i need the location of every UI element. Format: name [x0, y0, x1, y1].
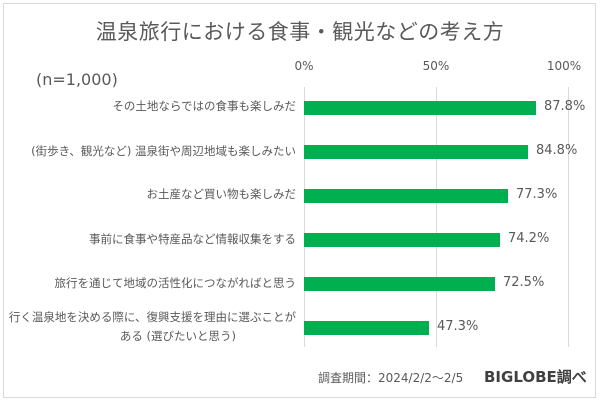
brand-credit: BIGLOBE調べ [484, 368, 587, 386]
value-label: 72.5% [503, 275, 545, 290]
row-label: お土産など買い物も楽しみだ [146, 187, 297, 201]
row-label: その土地ならではの食事も楽しみだ [112, 99, 296, 113]
axis-tick-0: 0% [294, 59, 314, 73]
bar [304, 189, 508, 203]
gridline-100 [568, 87, 569, 347]
bar [304, 145, 528, 159]
gridline-50 [436, 87, 437, 347]
row-label-line1: 行く温泉地を決める際に、復興支援を理由に選ぶことが [8, 310, 296, 324]
chart-title: 温泉旅行における食事・観光などの考え方 [95, 20, 505, 44]
gridline-0 [304, 87, 305, 347]
bar [304, 277, 495, 291]
bar [304, 321, 429, 335]
axis-tick-100: 100% [546, 59, 582, 73]
row-label-line2: ある (選びたいと思う) [119, 329, 236, 343]
row-label: 旅行を通じて地域の活性化につながればと思う [54, 276, 297, 290]
value-label: 84.8% [536, 143, 578, 158]
row-label: 行く温泉地を決める際に、復興支援を理由に選ぶことが ある (選びたいと思う) [9, 308, 296, 346]
bar [304, 233, 500, 247]
value-label: 87.8% [544, 99, 586, 114]
bar [304, 101, 536, 115]
value-label: 47.3% [437, 319, 479, 334]
value-label: 74.2% [508, 231, 550, 246]
value-label: 77.3% [516, 187, 558, 202]
row-label: (街歩き、観光など) 温泉街や周辺地域も楽しみたい [31, 144, 296, 158]
axis-tick-50: 50% [422, 59, 450, 73]
sample-size-label: (n=1,000) [36, 70, 118, 89]
row-label: 事前に食事や特産品など情報収集をする [89, 232, 296, 246]
survey-period: 調査期間：2024/2/2〜2/5 [318, 371, 464, 385]
